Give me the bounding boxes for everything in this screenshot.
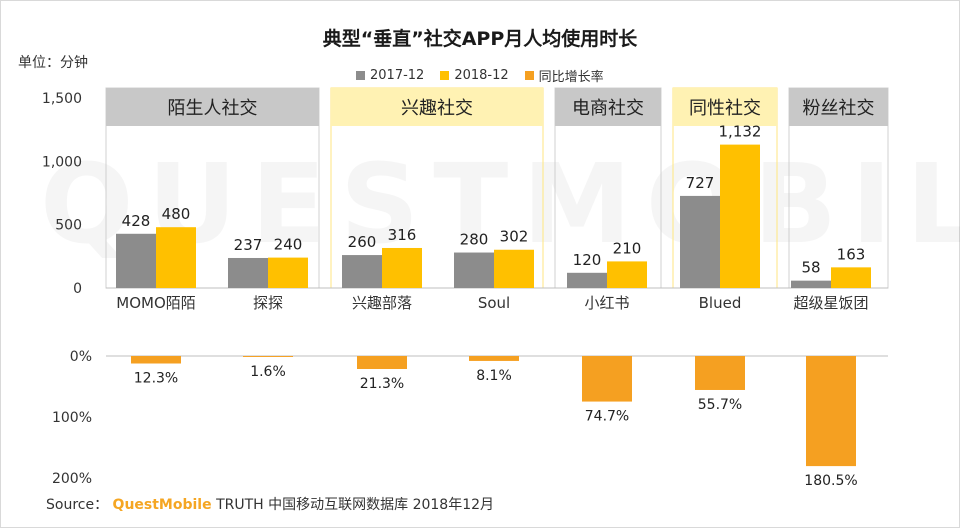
- growth-label-0: 12.3%: [134, 371, 178, 387]
- growth-bar-2: [357, 356, 407, 369]
- bar-2018-2: [382, 247, 422, 288]
- growth-label-2: 21.3%: [360, 376, 404, 392]
- data-label-2018-2: 316: [388, 226, 417, 244]
- y-tick-label-bottom-0: 0%: [70, 349, 92, 365]
- bar-2018-0: [156, 227, 196, 288]
- data-label-2017-0: 428: [122, 212, 151, 230]
- category-label-2: 兴趣部落: [352, 294, 412, 312]
- data-label-2017-3: 280: [460, 231, 489, 249]
- growth-bar-5: [695, 356, 745, 390]
- growth-label-3: 8.1%: [476, 368, 512, 384]
- chart-title: 典型“垂直”社交APP月人均使用时长: [322, 28, 638, 50]
- group-label-2: 电商社交: [572, 98, 644, 119]
- data-label-2018-6: 163: [837, 245, 866, 263]
- source-rest: TRUTH 中国移动互联网数据库 2018年12月: [216, 497, 495, 513]
- bar-2017-4: [567, 272, 607, 288]
- legend-swatch-2017: [356, 71, 365, 80]
- group-label-3: 同性社交: [689, 98, 761, 119]
- legend-label-2018: 2018-12: [454, 68, 509, 83]
- group-label-4: 粉丝社交: [803, 98, 875, 119]
- y-tick-label-top-2: 1,000: [42, 154, 82, 170]
- bar-2018-4: [607, 261, 647, 288]
- category-label-6: 超级星饭团: [793, 294, 868, 312]
- legend: 2017-12 2018-12 同比增长率: [356, 66, 604, 85]
- data-label-2018-5: 1,132: [719, 123, 762, 141]
- group-label-1: 兴趣社交: [401, 98, 473, 119]
- y-tick-label-top-0: 0: [73, 281, 82, 297]
- data-label-2018-3: 302: [500, 228, 529, 246]
- group-header-4: [789, 88, 888, 126]
- growth-label-4: 74.7%: [585, 409, 629, 425]
- y-tick-label-bottom-2: 200%: [52, 471, 92, 487]
- group-header-1: [331, 88, 543, 126]
- legend-label-2017: 2017-12: [370, 68, 425, 83]
- bar-2018-5: [720, 144, 760, 288]
- legend-swatch-2018: [440, 71, 450, 80]
- source-line: Source： QuestMobile TRUTH 中国移动互联网数据库 201…: [46, 494, 494, 514]
- data-label-2017-4: 120: [573, 251, 602, 269]
- y-tick-label-top-3: 1,500: [42, 91, 82, 107]
- y-tick-label-top-1: 500: [55, 218, 82, 234]
- category-label-1: 探探: [253, 294, 283, 312]
- legend-swatch-growth: [524, 71, 534, 80]
- source-brand: QuestMobile: [112, 497, 212, 513]
- data-label-2018-0: 480: [162, 205, 191, 223]
- bar-2017-1: [228, 257, 268, 288]
- unit-label: 单位：分钟: [18, 55, 88, 71]
- growth-bar-4: [582, 356, 632, 402]
- bar-2018-1: [268, 257, 308, 288]
- group-header-3: [673, 88, 777, 126]
- data-label-2017-2: 260: [348, 233, 377, 251]
- legend-item-2017: 2017-12: [356, 66, 424, 85]
- legend-item-2018: 2018-12: [440, 66, 509, 85]
- data-label-2018-1: 240: [274, 236, 303, 254]
- growth-bar-1: [243, 356, 293, 357]
- group-label-0: 陌生人社交: [168, 98, 258, 119]
- growth-label-1: 1.6%: [250, 364, 286, 380]
- bar-2018-6: [831, 267, 871, 288]
- category-label-3: Soul: [478, 294, 510, 312]
- data-label-2017-1: 237: [234, 236, 263, 254]
- growth-bar-6: [806, 356, 856, 467]
- bar-2017-3: [454, 252, 494, 288]
- source-prefix: Source：: [46, 497, 109, 513]
- category-label-0: MOMO陌陌: [116, 294, 196, 312]
- bar-2017-0: [116, 233, 156, 288]
- category-label-5: Blued: [699, 294, 742, 312]
- growth-bar-0: [131, 356, 181, 364]
- growth-label-6: 180.5%: [804, 473, 857, 489]
- group-header-2: [555, 88, 661, 126]
- data-label-2018-4: 210: [613, 239, 642, 257]
- growth-label-5: 55.7%: [698, 397, 742, 413]
- legend-label-growth: 同比增长率: [538, 70, 604, 85]
- growth-bar-3: [469, 356, 519, 361]
- bar-2017-2: [342, 255, 382, 288]
- legend-item-growth: 同比增长率: [524, 66, 604, 85]
- y-tick-label-bottom-1: 100%: [52, 410, 92, 426]
- data-label-2017-6: 58: [801, 259, 820, 277]
- data-label-2017-5: 727: [686, 174, 715, 192]
- bar-2017-5: [680, 195, 720, 288]
- group-header-0: [106, 88, 319, 126]
- category-label-4: 小红书: [584, 294, 629, 312]
- bar-2018-3: [494, 249, 534, 288]
- bar-2017-6: [791, 280, 831, 288]
